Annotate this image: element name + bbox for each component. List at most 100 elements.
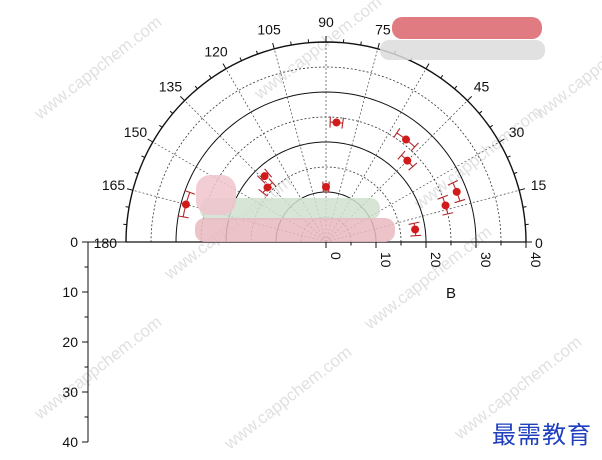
angular-tick-label: 30 [509,124,525,140]
angular-major-tick [377,42,380,49]
angular-minor-tick [159,124,163,128]
angular-tick-label: 75 [375,22,391,38]
angular-major-tick [222,63,227,70]
data-point-group [408,221,422,237]
angular-tick-label: 0 [535,235,543,251]
error-cap [177,215,189,219]
error-cap [268,178,277,188]
data-point-group [256,168,273,184]
watermark-text: www.cappchem.com [220,342,355,454]
error-cap [393,128,401,138]
left-tick-label: 40 [62,434,78,450]
data-point-marker [322,183,330,191]
redaction-blob-top [392,17,542,39]
angular-minor-tick [489,124,493,128]
redaction-blob-mid-pink [195,218,395,242]
left-tick-label: 0 [70,234,78,250]
error-cap [437,194,449,200]
angular-minor-tick [169,110,174,114]
angular-tick-label: 150 [124,124,148,140]
angular-minor-tick [125,206,130,208]
angular-tick-label: 90 [318,14,334,30]
data-point-marker [263,183,272,192]
data-point-group [437,194,454,216]
radial-axis-title: B [446,285,456,302]
angular-tick-label: 180 [94,235,118,251]
angular-minor-tick [255,50,259,55]
data-point-group [397,150,418,171]
left-tick-label: 30 [62,384,78,400]
angular-minor-tick [440,75,444,79]
angular-tick-label: 45 [474,78,490,94]
redaction-blob-mid [200,198,380,220]
angular-minor-tick [290,41,292,46]
data-point-marker [441,201,450,210]
angular-minor-tick [454,85,458,90]
error-cap [454,198,466,204]
data-point-marker [452,187,461,196]
angular-minor-tick [134,171,139,175]
left-tick-label: 20 [62,334,78,350]
angular-major-tick [467,95,473,101]
radial-tick-label: 40 [528,252,544,268]
data-point-marker [181,200,190,209]
angular-minor-tick [507,155,511,158]
error-cap [408,221,420,225]
left-tick-label: 10 [62,284,78,300]
angular-major-tick [179,95,185,101]
data-point-group [322,181,330,193]
angular-tick-label: 15 [531,177,547,193]
data-points [177,116,466,237]
angular-minor-tick [513,171,518,175]
angular-tick-label: 165 [102,177,126,193]
error-cap [442,212,454,216]
angular-major-tick [425,63,430,70]
data-point-group [447,180,466,204]
data-point-group [329,116,345,129]
angular-major-tick [147,138,154,143]
data-point-marker [402,135,411,144]
angular-minor-tick [360,41,362,46]
watermark-text: www.cappchem.com [410,102,545,214]
error-cap [184,190,196,195]
angular-major-tick [272,42,275,49]
angular-tick-label: 120 [204,43,228,59]
brand-logo: 最需教育 [492,421,592,449]
watermark-text: www.cappchem.com [30,12,165,124]
data-point-marker [332,118,341,127]
error-cap [397,150,406,160]
polar-axes: 0 15 30 45 75 90 105 120 135 150 165 180 0 10 20 30 40 B [94,14,547,302]
error-cap [258,188,268,197]
left-radial-axis: 0 10 20 30 40 [62,234,126,450]
angular-major-tick [519,188,526,191]
error-cap [410,142,419,152]
angular-minor-tick [478,110,483,114]
error-cap [447,180,459,186]
angular-minor-tick [141,155,145,158]
data-point-group [258,178,277,197]
radial-tick-label: 10 [378,252,394,268]
angular-minor-tick [522,206,527,208]
redaction-blob-top-gray [380,40,545,60]
redaction-overlay [195,17,545,242]
data-point-group [177,190,196,219]
radial-tick-label: 30 [478,252,494,268]
angular-major-tick [498,138,505,143]
error-cap [264,168,273,178]
error-cap [410,234,422,237]
error-cap [408,162,418,171]
data-point-marker [403,156,412,165]
radial-tick-label: 20 [428,252,444,268]
radial-tick-label: 0 [328,252,344,260]
data-point-group [393,128,419,152]
angular-tick-label: 105 [257,22,281,38]
redaction-blob-left [196,175,236,215]
data-point-marker [411,225,420,234]
watermark-text: www.cappchem.com [30,312,165,424]
angular-tick-label: 135 [159,78,183,94]
angular-minor-tick [194,85,198,90]
data-point-marker [260,172,269,181]
angular-minor-tick [239,57,242,61]
error-cap [341,117,345,129]
